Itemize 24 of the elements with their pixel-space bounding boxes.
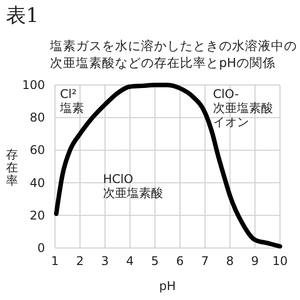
y-tick-label: 100 xyxy=(22,78,45,92)
x-tick-label: 9 xyxy=(251,254,259,268)
x-tick-label: 8 xyxy=(226,254,234,268)
x-tick-label: 7 xyxy=(201,254,209,268)
annotation: Cl² 塩素 xyxy=(59,87,84,115)
x-tick-label: 5 xyxy=(151,254,159,268)
x-tick-label: 2 xyxy=(76,254,84,268)
x-tick-label: 10 xyxy=(272,254,288,268)
chart-title: 表1 xyxy=(6,3,39,27)
x-tick-label: 4 xyxy=(126,254,134,268)
annotation: HClO 次亜塩素酸 xyxy=(103,172,163,200)
y-tick-label: 40 xyxy=(30,176,45,190)
x-tick-label: 3 xyxy=(101,254,109,268)
y-tick-label: 20 xyxy=(30,208,45,222)
line-series xyxy=(54,82,282,249)
y-tick-label: 60 xyxy=(30,143,45,158)
annotation: ClO- 次亜塩素酸イオン xyxy=(213,87,273,129)
x-tick-label: 6 xyxy=(176,254,184,268)
x-tick-label: 1 xyxy=(51,254,59,268)
y-axis-title: 存在率 xyxy=(6,147,18,188)
y-tick-label: 0 xyxy=(37,241,45,255)
y-tick-label: 80 xyxy=(30,110,45,125)
chart-subtitle: 塩素ガスを水に溶かしたときの水溶液中の次亜塩素酸などの存在比率とpHの関係 xyxy=(49,38,297,70)
x-axis-title: pH xyxy=(159,279,176,293)
